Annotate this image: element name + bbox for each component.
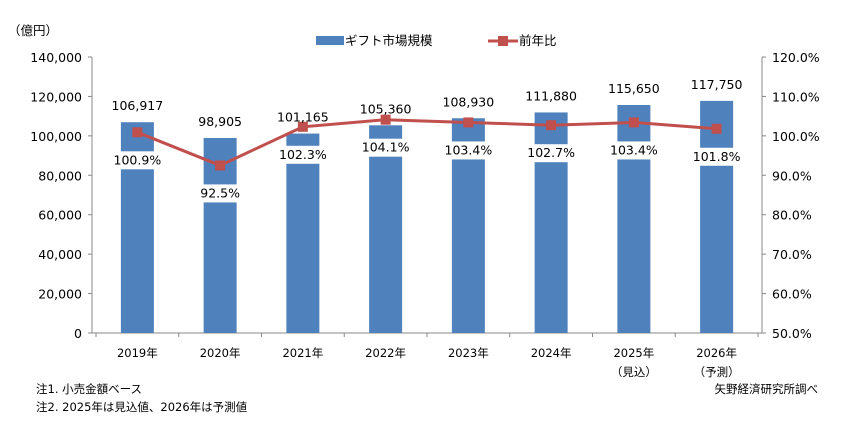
yoy-marker xyxy=(132,127,143,138)
category-label: 2020年 xyxy=(200,346,241,360)
category-label: 2025年 xyxy=(613,346,654,360)
yoy-marker xyxy=(215,160,226,171)
bar xyxy=(617,105,651,333)
category-label: 2023年 xyxy=(448,346,489,360)
pct-value-label: 103.4% xyxy=(610,142,658,157)
bar-value-label: 98,905 xyxy=(198,114,242,129)
bar xyxy=(286,133,320,333)
right-tick-label: 120.0% xyxy=(772,50,820,65)
bar-value-label: 111,880 xyxy=(525,88,577,103)
right-tick-label: 90.0% xyxy=(772,168,812,183)
yoy-line xyxy=(136,118,717,168)
category-sublabel: （見込） xyxy=(611,365,657,379)
legend-line-marker xyxy=(498,36,508,46)
right-tick-label: 60.0% xyxy=(772,287,812,302)
category-label: 2026年 xyxy=(696,346,737,360)
left-tick-label: 40,000 xyxy=(38,247,82,262)
footnote-2: 注2. 2025年は見込値、2026年は予測値 xyxy=(36,400,248,414)
pct-label-bg xyxy=(685,147,748,166)
category-label: 2021年 xyxy=(282,346,323,360)
pct-label-bg xyxy=(189,184,252,203)
right-tick-label: 80.0% xyxy=(772,208,812,223)
bar-value-label: 106,917 xyxy=(112,98,164,113)
category-label: 2022年 xyxy=(365,346,406,360)
category-label: 2024年 xyxy=(531,346,572,360)
right-tick-label: 100.0% xyxy=(772,129,820,144)
pct-value-label: 102.7% xyxy=(527,145,575,160)
category-sublabel: （予測） xyxy=(694,365,740,379)
source-credit: 矢野経済研究所調べ xyxy=(715,382,819,396)
left-tick-label: 140,000 xyxy=(30,50,82,65)
right-tick-label: 110.0% xyxy=(772,89,820,104)
pct-label-bg xyxy=(520,144,583,163)
yoy-marker xyxy=(628,117,639,128)
left-tick-label: 20,000 xyxy=(38,287,82,302)
yoy-marker xyxy=(711,123,722,134)
pct-value-label: 102.3% xyxy=(279,147,327,162)
right-tick-label: 70.0% xyxy=(772,247,812,262)
legend: ギフト市場規模 前年比 xyxy=(316,33,557,48)
pct-value-label: 104.1% xyxy=(362,140,410,155)
pct-value-label: 101.8% xyxy=(693,149,741,164)
yoy-marker xyxy=(463,117,474,128)
pct-value-label: 92.5% xyxy=(200,185,240,200)
left-tick-label: 0 xyxy=(74,326,82,341)
left-tick-label: 60,000 xyxy=(38,208,82,223)
legend-bar-label: ギフト市場規模 xyxy=(345,33,433,48)
left-axis-unit: （億円） xyxy=(8,23,58,38)
left-tick-label: 100,000 xyxy=(30,129,82,144)
legend-bar-swatch xyxy=(316,36,344,45)
left-tick-label: 80,000 xyxy=(38,168,82,183)
pct-value-label: 100.9% xyxy=(114,152,162,167)
yoy-marker xyxy=(297,121,308,132)
pct-label-bg xyxy=(354,138,417,157)
bar-value-label: 117,750 xyxy=(691,77,743,92)
yoy-marker xyxy=(380,114,391,125)
yoy-marker xyxy=(546,120,557,131)
bar-value-label: 105,360 xyxy=(360,101,412,116)
bar-value-label: 115,650 xyxy=(608,81,660,96)
bar-value-label: 101,165 xyxy=(277,110,329,125)
pct-value-label: 103.4% xyxy=(445,142,493,157)
category-label: 2019年 xyxy=(117,346,158,360)
bar xyxy=(700,100,734,333)
footnote-1: 注1. 小売金額ベース xyxy=(36,382,142,396)
left-tick-label: 120,000 xyxy=(30,89,82,104)
pct-label-bg xyxy=(106,151,169,170)
bar-value-label: 108,930 xyxy=(443,94,495,109)
pct-label-bg xyxy=(271,145,334,164)
pct-label-bg xyxy=(602,141,665,160)
bar xyxy=(369,125,403,333)
pct-label-bg xyxy=(437,141,500,160)
right-tick-label: 50.0% xyxy=(772,326,812,341)
legend-line-label: 前年比 xyxy=(519,33,557,48)
bar xyxy=(203,138,237,333)
